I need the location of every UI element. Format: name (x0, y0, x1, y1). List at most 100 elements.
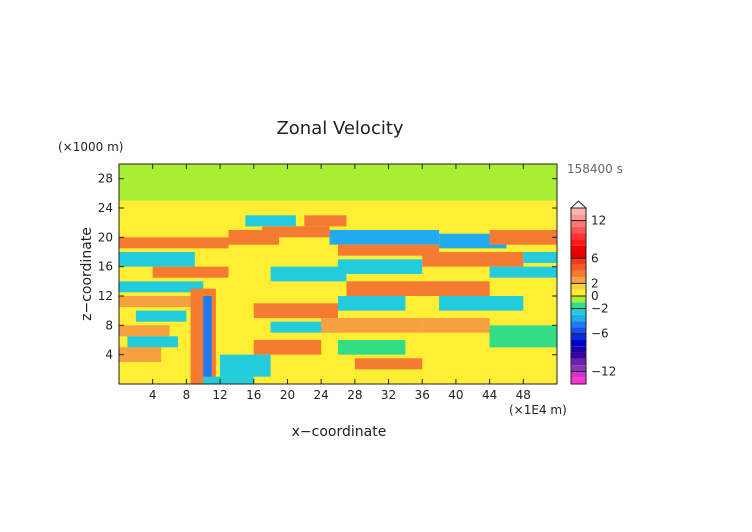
colorbar-level (571, 264, 586, 271)
x-axis-label: x−coordinate (292, 424, 387, 440)
colorbar-tick-label: 0 (591, 289, 599, 303)
colorbar-level (571, 314, 586, 322)
x-tick-label: 12 (212, 388, 227, 402)
colorbar-level (571, 358, 586, 366)
heatmap-cell (489, 325, 557, 348)
heatmap-cell (253, 303, 338, 318)
heatmap-cell (119, 252, 195, 267)
colorbar-level (571, 321, 586, 328)
x-tick-label: 28 (347, 388, 362, 402)
y-tick-label: 8 (105, 318, 113, 332)
heatmap-cell (119, 325, 170, 337)
y-tick-label: 16 (98, 260, 113, 274)
heatmap-cell (321, 318, 423, 333)
y-unit-label: (×1000 m) (58, 140, 123, 154)
heatmap-cell (270, 266, 347, 282)
heatmap-cell (338, 259, 423, 274)
plot-frame (118, 163, 558, 385)
colorbar-tick-label: 12 (591, 214, 606, 228)
heatmap-cell (119, 281, 204, 293)
colorbar-level (571, 327, 586, 334)
colorbar-level (571, 365, 586, 372)
colorbar: 12 6 20−2 −6 −12 (569, 200, 616, 385)
y-tick-label: 4 (105, 348, 113, 362)
x-tick-label: 24 (314, 388, 329, 402)
colorbar-level (571, 277, 586, 284)
heatmap-cell (270, 321, 338, 333)
heatmap-cell (422, 252, 524, 267)
colorbar-level (571, 340, 586, 347)
x-tick-label: 8 (183, 388, 191, 402)
heatmap-cell (422, 318, 490, 333)
heatmap-cell (489, 230, 557, 245)
heatmap-cell (338, 244, 440, 256)
heatmap-cell (262, 226, 330, 238)
heatmap-cell (338, 340, 406, 355)
heatmap-cell (489, 266, 557, 278)
heatmap-cell (346, 281, 490, 296)
heatmap-cell (338, 296, 406, 311)
x-tick-label: 36 (415, 388, 430, 402)
colorbar-level (571, 245, 586, 252)
colorbar-level (571, 377, 586, 384)
x-tick-label: 16 (246, 388, 261, 402)
heatmap-cell (119, 164, 557, 201)
colorbar-level (571, 220, 586, 227)
heatmap-cell (304, 215, 347, 227)
x-tick-label: 32 (381, 388, 396, 402)
y-tick-label: 20 (98, 230, 113, 244)
colorbar-level (571, 302, 586, 309)
x-tick-label: 20 (280, 388, 295, 402)
colorbar-level (571, 258, 586, 265)
y-tick-label: 24 (98, 201, 113, 215)
colorbar-level (571, 208, 586, 215)
heatmap-cell (135, 310, 187, 322)
colorbar-level (571, 239, 586, 246)
heatmap-cell (439, 296, 524, 311)
x-tick-label: 4 (149, 388, 157, 402)
heatmap-cell (523, 252, 557, 263)
colorbar-level (571, 226, 586, 234)
x-tick-label: 48 (516, 388, 531, 402)
heatmap-cell (119, 296, 195, 307)
heatmap-cell (329, 230, 440, 245)
heatmap-cell (253, 340, 322, 355)
colorbar-level (571, 233, 586, 240)
colorbar-tick-label: −2 (591, 302, 609, 316)
colorbar-level (571, 333, 586, 340)
heatmap-cell (127, 336, 178, 348)
colorbar-level (571, 252, 586, 259)
colorbar-level (571, 346, 586, 353)
colorbar-tick-label: −12 (591, 364, 616, 378)
colorbar-tick-label: −6 (591, 327, 609, 341)
heatmap-cell (354, 358, 423, 370)
colorbar-tick-label: 6 (591, 251, 599, 265)
colorbar-level (571, 289, 586, 296)
colorbar-level (571, 283, 586, 290)
x-unit-label: (×1E4 m) (509, 403, 567, 417)
y-axis-label: z−coordinate (79, 227, 95, 321)
y-tick-label: 12 (98, 289, 113, 303)
heatmap-cell (220, 354, 271, 377)
colorbar-extend-arrow (569, 200, 588, 209)
colorbar-tick-label: 2 (591, 276, 599, 290)
colorbar-level (571, 371, 586, 378)
colorbar-level (571, 308, 586, 315)
colorbar-level (571, 296, 586, 303)
colorbar-level (571, 270, 586, 278)
colorbar-level (571, 214, 586, 221)
heatmap-cell (152, 266, 229, 278)
colorbar-level (571, 352, 586, 359)
y-tick-label: 28 (98, 172, 113, 186)
heatmap-cell (203, 376, 254, 384)
chart-title: Zonal Velocity (276, 118, 403, 139)
x-tick-label: 44 (482, 388, 497, 402)
heatmap-cell (119, 237, 229, 249)
heatmap-cell (203, 296, 212, 377)
x-tick-label: 40 (448, 388, 463, 402)
heatmap-cell (245, 215, 296, 227)
time-label: 158400 s (567, 162, 623, 176)
heatmap-cell (119, 347, 162, 362)
